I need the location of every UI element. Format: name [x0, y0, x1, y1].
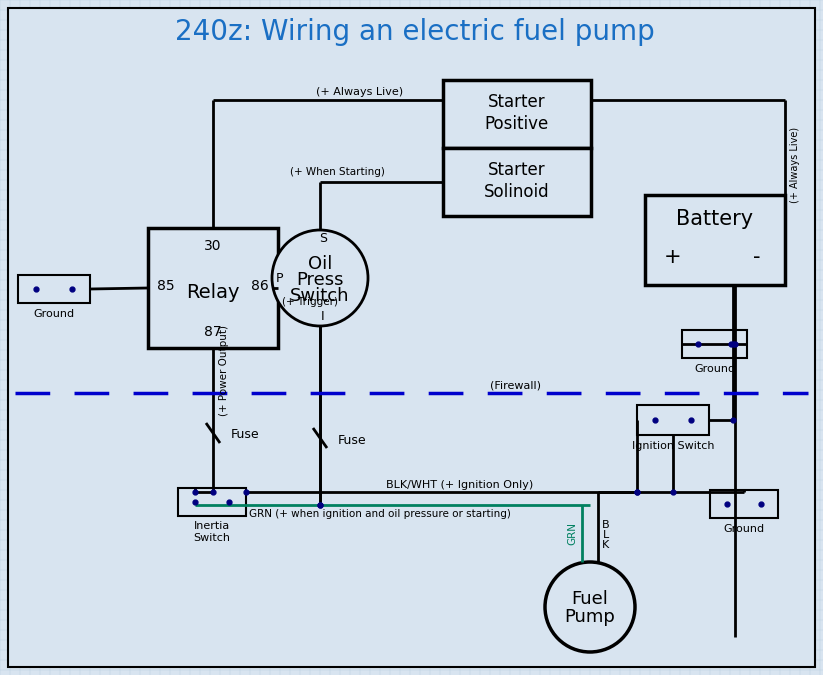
Text: BLK/WHT (+ Ignition Only): BLK/WHT (+ Ignition Only): [386, 480, 533, 490]
Text: 85: 85: [157, 279, 174, 293]
Text: Positive: Positive: [485, 115, 549, 133]
Text: S: S: [319, 232, 327, 246]
Text: (+ When Starting): (+ When Starting): [291, 167, 385, 177]
Bar: [178, 488, 246, 516]
Text: P: P: [277, 271, 284, 284]
Bar: [443, 148, 591, 216]
Text: GRN (+ when ignition and oil pressure or starting): GRN (+ when ignition and oil pressure or…: [249, 509, 511, 519]
Text: L: L: [603, 530, 609, 540]
Text: (+ Always Live): (+ Always Live): [790, 127, 800, 203]
Text: Battery: Battery: [677, 209, 754, 229]
Text: 30: 30: [204, 239, 221, 253]
Text: Fuse: Fuse: [231, 429, 259, 441]
Text: I: I: [321, 310, 325, 323]
Text: Ground: Ground: [694, 364, 735, 374]
Text: +: +: [664, 247, 681, 267]
Bar: [710, 490, 778, 518]
Bar: [18, 275, 90, 303]
Text: K: K: [602, 540, 610, 550]
Text: B: B: [602, 520, 610, 530]
Circle shape: [545, 562, 635, 652]
Text: Starter: Starter: [488, 93, 546, 111]
Text: Oil: Oil: [308, 255, 332, 273]
Bar: [148, 228, 278, 348]
Bar: [682, 330, 747, 358]
Text: Fuel: Fuel: [571, 590, 608, 608]
Text: (Firewall): (Firewall): [490, 380, 541, 390]
Text: Press: Press: [296, 271, 344, 289]
Text: Starter: Starter: [488, 161, 546, 179]
Text: 87: 87: [204, 325, 222, 339]
Text: Ground: Ground: [723, 524, 765, 534]
Text: Ignition Switch: Ignition Switch: [632, 441, 714, 451]
Bar: [637, 405, 709, 435]
Text: -: -: [753, 247, 760, 267]
Text: (+ Always Live): (+ Always Live): [316, 87, 403, 97]
Text: GRN: GRN: [567, 522, 577, 545]
Text: Ground: Ground: [34, 309, 75, 319]
Text: Inertia: Inertia: [194, 521, 230, 531]
Text: Switch: Switch: [193, 533, 230, 543]
Text: Solinoid: Solinoid: [484, 183, 550, 201]
Text: Switch: Switch: [291, 287, 350, 305]
Circle shape: [272, 230, 368, 326]
Bar: [645, 195, 785, 285]
Bar: [443, 80, 591, 148]
Text: Pump: Pump: [565, 608, 616, 626]
Text: (+ Power Output): (+ Power Output): [219, 325, 229, 416]
Text: (+ Trigger): (+ Trigger): [282, 297, 338, 307]
Text: Fuse: Fuse: [338, 433, 366, 446]
Text: 86: 86: [251, 279, 269, 293]
Text: 240z: Wiring an electric fuel pump: 240z: Wiring an electric fuel pump: [175, 18, 655, 46]
Text: Relay: Relay: [186, 284, 239, 302]
